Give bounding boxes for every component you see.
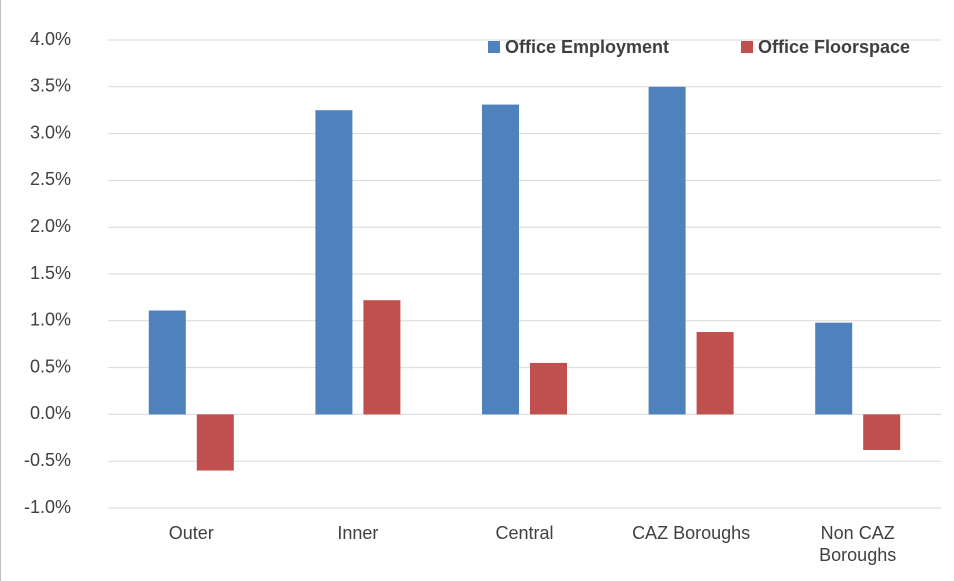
- legend-label: Office Employment: [505, 37, 669, 57]
- bar: [482, 104, 519, 415]
- y-tick-label: 0.0%: [30, 403, 71, 423]
- y-tick-label: 0.5%: [30, 356, 71, 376]
- y-tick-label: -1.0%: [24, 497, 71, 517]
- y-tick-label: 2.5%: [30, 169, 71, 189]
- bar: [148, 310, 186, 415]
- y-tick-label: 4.0%: [30, 29, 71, 49]
- bar: [363, 300, 401, 415]
- x-tick-label: CAZ Boroughs: [632, 523, 751, 543]
- x-tick-label: Non CAZ Boroughs: [819, 523, 897, 565]
- y-tick-label: -0.5%: [24, 450, 71, 470]
- x-tick-label: Outer: [168, 523, 214, 543]
- bar: [530, 362, 567, 415]
- legend-swatch: [488, 41, 500, 53]
- y-tick-label: 1.0%: [30, 310, 71, 330]
- y-tick-label: 3.5%: [30, 76, 71, 96]
- y-tick-label: 2.0%: [30, 216, 71, 236]
- bar: [863, 414, 901, 450]
- x-tick-label: Central: [495, 523, 554, 543]
- bar: [815, 322, 853, 415]
- legend-label: Office Floorspace: [758, 37, 910, 57]
- x-tick-label: Inner: [337, 523, 379, 543]
- bar: [196, 414, 234, 471]
- y-tick-label: 3.0%: [30, 122, 71, 142]
- bar: [315, 110, 353, 415]
- legend-swatch: [741, 41, 753, 53]
- bar: [648, 86, 686, 415]
- y-tick-label: 1.5%: [30, 263, 71, 283]
- bar: [696, 332, 734, 415]
